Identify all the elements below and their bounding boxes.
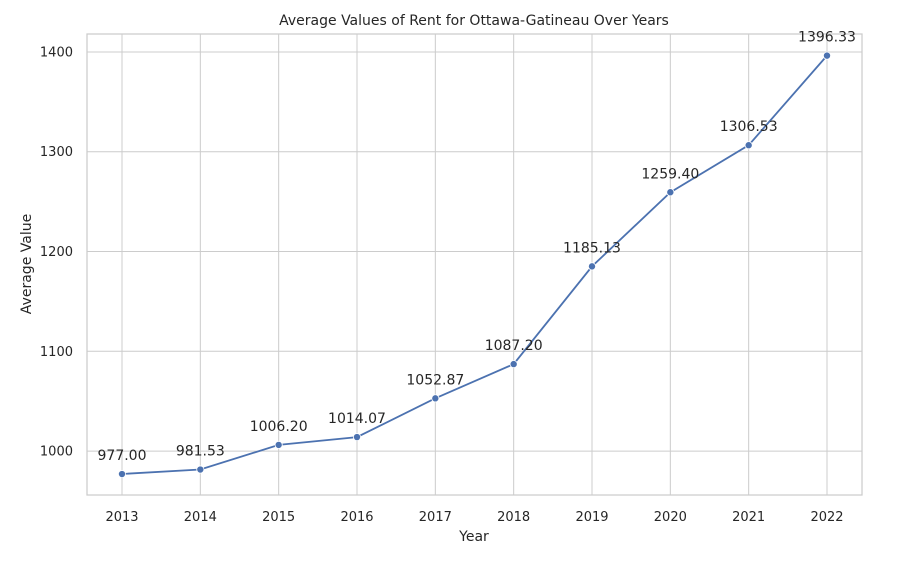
data-label: 977.00 bbox=[98, 448, 147, 464]
series-line bbox=[121, 55, 828, 475]
x-tick-label: 2018 bbox=[497, 510, 530, 525]
data-label: 1014.07 bbox=[328, 411, 386, 427]
data-point bbox=[744, 141, 753, 150]
y-axis-label: Average Value bbox=[19, 214, 35, 314]
y-tick-label: 1200 bbox=[40, 245, 73, 260]
x-tick-label: 2019 bbox=[575, 510, 608, 525]
y-tick-label: 1400 bbox=[40, 45, 73, 60]
x-axis-label: Year bbox=[458, 529, 489, 545]
y-tick-label: 1000 bbox=[40, 445, 73, 460]
x-tick-label: 2015 bbox=[262, 510, 295, 525]
plot-area-frame bbox=[86, 33, 863, 496]
data-point bbox=[588, 262, 597, 271]
data-point bbox=[431, 394, 440, 403]
data-point bbox=[823, 51, 832, 60]
x-tick-label: 2014 bbox=[184, 510, 217, 525]
data-label: 1052.87 bbox=[406, 372, 464, 388]
x-tick-label: 2016 bbox=[340, 510, 373, 525]
data-label: 1306.53 bbox=[720, 119, 778, 135]
data-point bbox=[666, 188, 675, 197]
grid-lines bbox=[87, 34, 862, 495]
y-tick-label: 1300 bbox=[40, 145, 73, 160]
data-labels: 977.00 981.53 1006.20 1014.07 1052.87 1087.20… bbox=[98, 30, 856, 464]
chart-title: Average Values of Rent for Ottawa-Gatine… bbox=[279, 13, 669, 29]
x-tick-label: 2017 bbox=[419, 510, 452, 525]
y-axis-ticks: 1000 1100 1200 1300 1400 bbox=[40, 45, 73, 459]
data-point bbox=[509, 360, 518, 369]
x-tick-label: 2021 bbox=[732, 510, 765, 525]
data-label: 1396.33 bbox=[798, 30, 856, 46]
data-point bbox=[196, 465, 205, 474]
data-point bbox=[274, 440, 283, 449]
data-label: 1185.13 bbox=[563, 240, 621, 256]
x-tick-label: 2022 bbox=[810, 510, 843, 525]
data-label: 1006.20 bbox=[250, 419, 308, 435]
data-label: 1087.20 bbox=[485, 338, 543, 354]
data-point bbox=[352, 433, 361, 442]
data-label: 1259.40 bbox=[641, 166, 699, 182]
y-tick-label: 1100 bbox=[40, 345, 73, 360]
data-points bbox=[118, 51, 832, 479]
x-tick-label: 2013 bbox=[105, 510, 138, 525]
data-point bbox=[118, 470, 127, 479]
data-label: 981.53 bbox=[176, 444, 225, 460]
x-axis-ticks: 2013 2014 2015 2016 2017 2018 2019 2020 2021 2022 bbox=[105, 510, 843, 525]
x-tick-label: 2020 bbox=[654, 510, 687, 525]
